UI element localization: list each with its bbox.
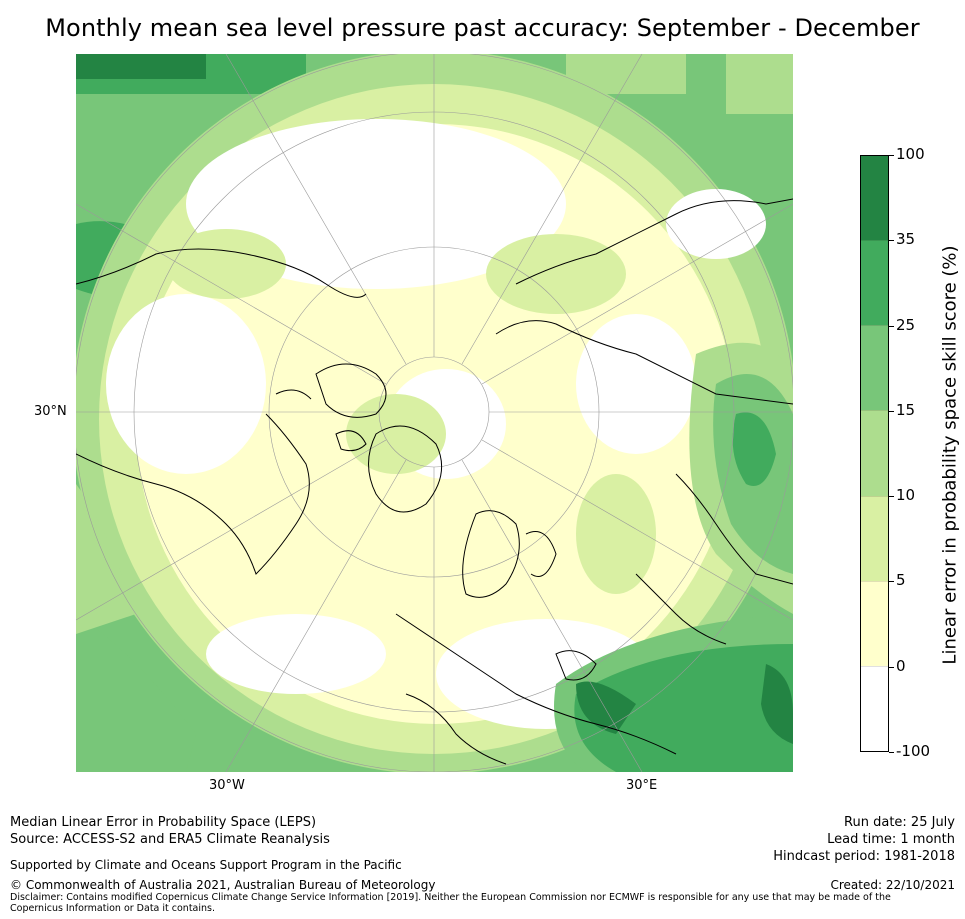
colorbar-segment: [861, 240, 888, 326]
colorbar-segment: [861, 495, 888, 581]
colorbar-tick: [889, 666, 894, 668]
lon-label-30e: 30°E: [626, 778, 658, 793]
footer-run-date: Run date: 25 July: [844, 815, 955, 830]
colorbar-tick: [889, 410, 894, 412]
polar-map: [76, 54, 793, 772]
colorbar-tick: [889, 496, 894, 498]
colorbar-segment: [861, 410, 888, 496]
colorbar-tick: [889, 155, 894, 156]
colorbar-title: Linear error in probability space skill …: [939, 245, 961, 665]
graticule: [76, 54, 793, 772]
colorbar-tick-label: 10: [896, 486, 916, 505]
footer-disclaimer: Disclaimer: Contains modified Copernicus…: [10, 892, 891, 914]
colorbar-tick-label: 0: [896, 656, 906, 675]
colorbar-segment: [861, 156, 888, 241]
footer-leps-line: Median Linear Error in Probability Space…: [10, 815, 317, 830]
colorbar-tick: [889, 325, 894, 327]
colorbar-tick-label: 5: [896, 571, 906, 590]
colorbar-segment: [861, 580, 888, 666]
map-canvas: [76, 54, 793, 772]
colorbar-tick-label: 25: [896, 315, 916, 334]
coastlines: [76, 198, 793, 765]
lon-label-30w: 30°W: [209, 778, 245, 793]
colorbar: [860, 155, 889, 752]
lat-label-30n: 30°N: [34, 404, 67, 419]
colorbar-segment: [861, 325, 888, 411]
footer-support-line: Supported by Climate and Oceans Support …: [10, 858, 402, 872]
footer-created-date: Created: 22/10/2021: [830, 878, 955, 892]
colorbar-tick-label: -100: [896, 742, 931, 760]
colorbar-tick-label: 100: [896, 145, 925, 163]
skill-zone-low: [186, 119, 566, 289]
colorbar-segment: [861, 665, 888, 751]
footer-hindcast-period: Hindcast period: 1981-2018: [773, 849, 955, 864]
colorbar-tick-label: 35: [896, 230, 916, 249]
colorbar-tick-label: 15: [896, 400, 916, 419]
footer-copyright: © Commonwealth of Australia 2021, Austra…: [10, 878, 436, 892]
colorbar-tick: [889, 240, 894, 242]
colorbar-tick: [889, 581, 894, 583]
footer-lead-time: Lead time: 1 month: [827, 832, 955, 847]
map-title: Monthly mean sea level pressure past acc…: [45, 14, 920, 42]
colorbar-tick: [889, 752, 894, 753]
footer-source-line: Source: ACCESS-S2 and ERA5 Climate Reana…: [10, 832, 330, 847]
